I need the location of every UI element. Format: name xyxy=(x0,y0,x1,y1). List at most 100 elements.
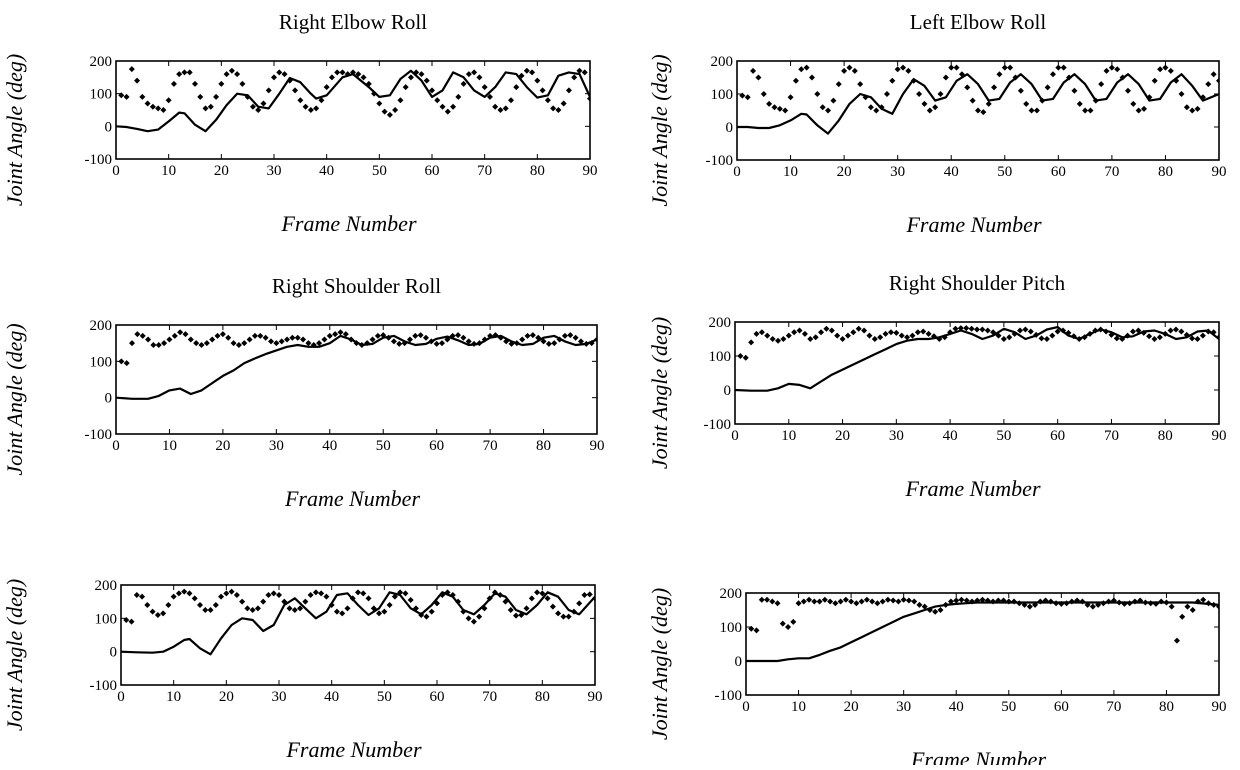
data-point-marker xyxy=(350,69,356,76)
data-point-marker xyxy=(556,336,563,343)
data-point-marker xyxy=(202,105,209,112)
data-point-marker xyxy=(223,71,230,78)
data-point-marker xyxy=(748,339,755,346)
data-point-marker xyxy=(134,331,141,338)
x-tick-label: 0 xyxy=(731,428,739,444)
x-tick-label: 50 xyxy=(376,438,391,454)
data-point-marker xyxy=(486,93,493,100)
data-point-marker xyxy=(1194,336,1201,342)
y-tick-label: 0 xyxy=(110,645,118,661)
data-point-marker xyxy=(769,336,776,342)
plot-frame xyxy=(115,60,591,160)
data-point-marker xyxy=(586,591,593,598)
data-point-marker xyxy=(1066,74,1073,81)
data-point-marker xyxy=(1055,64,1062,71)
data-point-marker xyxy=(991,84,998,91)
data-point-marker xyxy=(910,77,917,84)
data-point-marker xyxy=(1001,64,1008,71)
data-point-marker xyxy=(1082,107,1089,114)
data-point-marker xyxy=(300,336,307,343)
data-point-marker xyxy=(218,593,225,600)
x-tick-label: 10 xyxy=(781,428,796,444)
data-point-marker xyxy=(1178,91,1185,97)
data-point-marker xyxy=(942,601,949,608)
x-tick-label: 70 xyxy=(477,163,492,179)
data-point-marker xyxy=(785,624,792,630)
data-point-marker xyxy=(932,608,939,615)
data-point-marker xyxy=(775,337,782,344)
data-point-marker xyxy=(355,71,362,78)
data-point-marker xyxy=(1167,327,1174,334)
data-point-marker xyxy=(270,590,277,597)
data-point-marker xyxy=(1157,66,1164,73)
x-tick-label: 40 xyxy=(949,699,964,715)
data-point-marker xyxy=(476,340,483,347)
data-point-marker xyxy=(518,72,525,79)
data-point-marker xyxy=(830,97,837,104)
data-point-marker xyxy=(850,329,857,336)
data-point-marker xyxy=(386,602,393,608)
data-point-marker xyxy=(801,330,808,337)
series-line xyxy=(121,591,595,656)
data-point-marker xyxy=(846,64,853,71)
y-tick-label: -100 xyxy=(85,427,113,443)
data-point-marker xyxy=(251,332,258,339)
data-point-marker xyxy=(1012,74,1019,81)
data-point-marker xyxy=(930,333,937,340)
data-point-marker xyxy=(470,618,477,625)
data-point-marker xyxy=(1131,598,1138,605)
data-point-marker xyxy=(297,97,304,104)
y-tick-label: 200 xyxy=(709,315,732,331)
x-axis-label: Frame Number xyxy=(284,486,420,511)
data-point-marker xyxy=(123,617,130,623)
data-point-marker xyxy=(1076,100,1083,107)
x-axis-label: Frame Number xyxy=(905,212,1041,237)
data-point-marker xyxy=(803,64,810,71)
data-point-marker xyxy=(476,613,483,620)
x-tick-label: 0 xyxy=(742,699,750,715)
data-point-marker xyxy=(748,625,755,632)
data-point-marker xyxy=(1087,107,1094,114)
data-point-marker xyxy=(381,608,388,615)
data-point-marker xyxy=(139,93,146,100)
chart-panel-4: Right Shoulder Pitch 0 10 20 30 40 50 60 70 80 90 -… xyxy=(647,271,1227,501)
x-tick-label: 80 xyxy=(1158,164,1173,180)
y-axis-label: Joint Angle (deg) xyxy=(2,579,27,731)
data-point-marker xyxy=(818,329,825,336)
data-point-marker xyxy=(1092,327,1099,334)
x-tick-label: 0 xyxy=(733,164,741,180)
data-point-marker xyxy=(412,605,419,612)
data-point-marker xyxy=(560,613,567,620)
data-point-marker xyxy=(1049,332,1056,339)
y-tick-label: 0 xyxy=(105,391,113,407)
plot-frame xyxy=(734,321,1220,425)
data-point-marker xyxy=(1135,327,1142,334)
data-point-marker xyxy=(1116,599,1123,606)
data-point-marker xyxy=(149,103,156,110)
data-point-marker xyxy=(551,340,558,347)
data-point-marker xyxy=(909,332,916,339)
data-point-marker xyxy=(255,107,262,113)
data-point-marker xyxy=(1162,64,1169,71)
data-point-marker xyxy=(235,341,242,348)
data-point-marker xyxy=(894,66,901,73)
x-tick-label: 50 xyxy=(372,163,387,179)
data-point-marker xyxy=(855,325,862,332)
data-point-marker xyxy=(771,104,778,111)
data-point-marker xyxy=(947,598,954,605)
data-point-marker xyxy=(513,612,519,619)
y-tick-label: -100 xyxy=(704,417,732,433)
data-point-marker xyxy=(239,80,246,87)
data-point-marker xyxy=(428,338,435,345)
x-tick-label: 80 xyxy=(530,163,545,179)
data-point-marker xyxy=(439,592,446,598)
data-point-marker xyxy=(1189,335,1196,342)
data-point-marker xyxy=(911,598,918,605)
data-point-marker xyxy=(1011,598,1018,605)
data-point-marker xyxy=(916,601,923,608)
data-point-marker xyxy=(800,598,807,605)
data-point-marker xyxy=(1027,328,1034,335)
data-point-marker xyxy=(328,602,335,608)
